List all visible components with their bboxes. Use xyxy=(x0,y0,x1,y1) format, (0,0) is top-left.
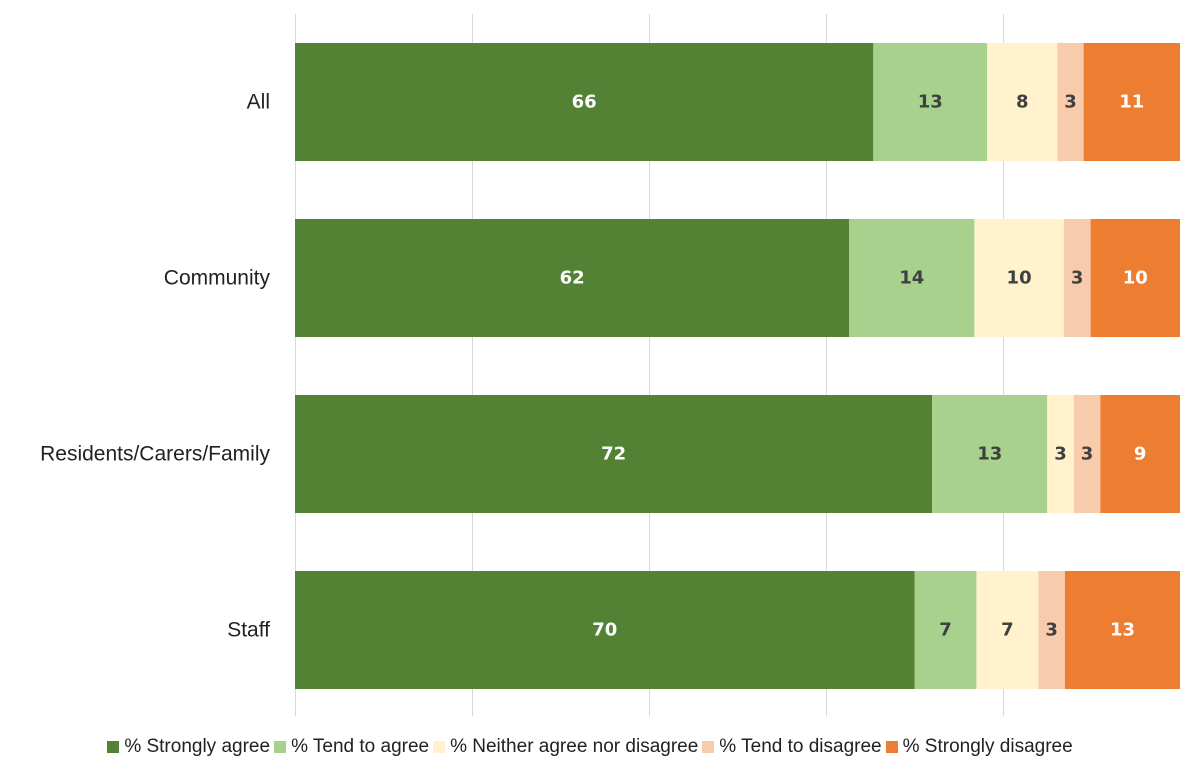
category-labels: All Community Residents/Carers/Family Staff xyxy=(40,91,270,642)
data-label: 3 xyxy=(1054,444,1067,465)
category-label: Residents/Carers/Family xyxy=(40,443,270,466)
legend-swatch xyxy=(702,741,715,753)
bar-segment-tend-to-disagree xyxy=(1073,395,1101,513)
bar-segment-strongly-agree xyxy=(295,43,874,161)
bar-segment-tend-to-agree xyxy=(914,571,977,689)
bar-segment-tend-to-disagree xyxy=(1038,571,1065,689)
data-label: 13 xyxy=(918,92,943,113)
data-label: 3 xyxy=(1064,92,1077,113)
data-label: 72 xyxy=(601,444,626,465)
bar-segment-neither-agree-nor-disagree xyxy=(974,219,1064,337)
data-label: 7 xyxy=(1001,620,1014,641)
bar-segment-strongly-disagree xyxy=(1083,43,1180,161)
legend-label: % Strongly agree xyxy=(124,736,271,757)
data-label: 62 xyxy=(560,268,585,289)
data-label: 9 xyxy=(1134,444,1147,465)
legend-label: % Neither agree nor disagree xyxy=(450,736,699,757)
legend-swatch xyxy=(107,741,120,753)
data-label: 3 xyxy=(1081,444,1094,465)
legend-item: % Strongly agree xyxy=(107,736,270,758)
category-label: Community xyxy=(164,267,271,290)
data-label: 7 xyxy=(939,620,952,641)
bar-segment-neither-agree-nor-disagree xyxy=(976,571,1039,689)
legend: % Strongly agree % Tend to agree % Neither… xyxy=(0,736,1180,758)
category-label: All xyxy=(247,91,270,114)
legend-label: % Tend to disagree xyxy=(719,736,882,757)
bar-segment-strongly-agree xyxy=(295,571,915,689)
data-label: 13 xyxy=(977,444,1002,465)
legend-label: % Strongly disagree xyxy=(902,736,1073,757)
bar-segment-strongly-disagree xyxy=(1064,571,1180,689)
legend-label: % Tend to agree xyxy=(291,736,430,757)
legend-item: % Tend to agree xyxy=(274,736,429,758)
data-label: 14 xyxy=(899,268,924,289)
bar-segment-tend-to-agree xyxy=(932,395,1048,513)
bar-segment-strongly-agree xyxy=(295,219,850,337)
data-label: 8 xyxy=(1016,92,1029,113)
legend-swatch xyxy=(274,741,287,753)
legend-item: % Strongly disagree xyxy=(885,736,1073,758)
data-label: 10 xyxy=(1007,268,1032,289)
bar-segment-tend-to-disagree xyxy=(1063,219,1091,337)
data-label: 10 xyxy=(1123,268,1148,289)
data-label: 66 xyxy=(572,92,597,113)
bar-segment-tend-to-agree xyxy=(873,43,988,161)
bar-segment-strongly-disagree xyxy=(1090,219,1180,337)
bar-segment-tend-to-agree xyxy=(849,219,975,337)
bar-segment-strongly-agree xyxy=(295,395,933,513)
legend-swatch xyxy=(885,741,898,753)
legend-item: % Tend to disagree xyxy=(702,736,882,758)
legend-item: % Neither agree nor disagree xyxy=(433,736,698,758)
bar-segment-strongly-disagree xyxy=(1100,395,1180,513)
category-label: Staff xyxy=(227,619,270,642)
bar-segment-neither-agree-nor-disagree xyxy=(1047,395,1074,513)
data-label: 11 xyxy=(1119,92,1144,113)
data-label: 3 xyxy=(1071,268,1084,289)
data-label: 70 xyxy=(592,620,617,641)
bar-segment-neither-agree-nor-disagree xyxy=(987,43,1058,161)
data-label: 3 xyxy=(1045,620,1058,641)
data-label: 13 xyxy=(1110,620,1135,641)
bar-segment-tend-to-disagree xyxy=(1057,43,1084,161)
legend-swatch xyxy=(433,741,446,753)
